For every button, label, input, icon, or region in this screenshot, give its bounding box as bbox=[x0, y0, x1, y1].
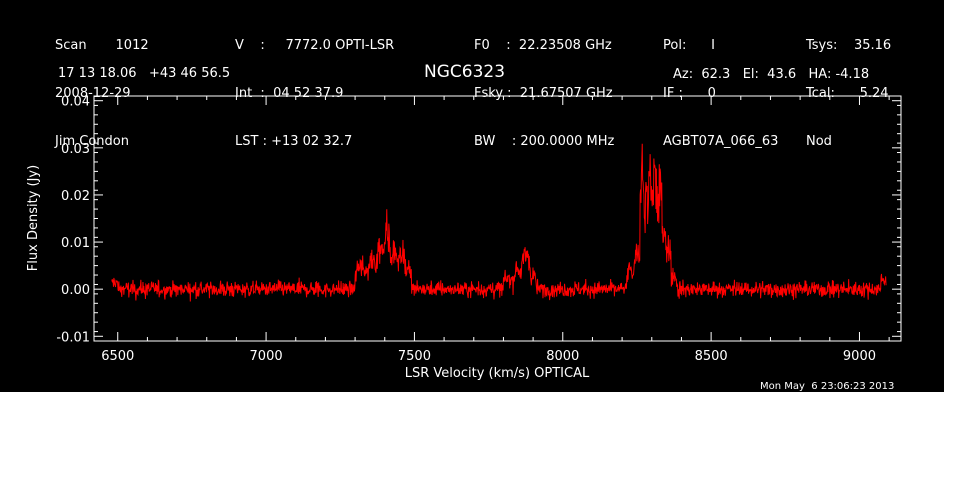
axis-ticks: 6500 7000 7500 8000 8500 9000 -0.01 0.00 0.01 0.0… bbox=[56, 95, 901, 364]
plot-frame bbox=[93, 95, 902, 342]
observer-name: Jim Condon bbox=[55, 134, 129, 149]
bandwidth: BW : 200.0000 MHz bbox=[474, 134, 615, 149]
header-col-velocity: V : 7772.0 OPTI-LSR Int : 04 52 37.9 LST… bbox=[235, 6, 394, 166]
header-col-frequency: F0 : 22.23508 GHz Fsky : 21.67507 GHz BW… bbox=[474, 6, 614, 166]
scan-number: Scan 1012 bbox=[55, 38, 149, 53]
project-id: AGBT07A_066_63 bbox=[663, 134, 779, 149]
header-col-tsys: Tsys: 35.16 Tcal: 5.24 Nod bbox=[806, 6, 891, 166]
plot-panel bbox=[0, 0, 944, 392]
y-tick-label: 0.03 bbox=[61, 142, 90, 157]
plot-timestamp: Mon May 6 23:06:23 2013 bbox=[760, 381, 895, 392]
x-tick-label: 8500 bbox=[695, 349, 728, 364]
y-tick-label: 0.01 bbox=[61, 236, 90, 251]
y-tick-label: 0.00 bbox=[61, 283, 90, 298]
y-tick-label: 0.04 bbox=[61, 95, 90, 110]
y-tick-label: -0.01 bbox=[56, 330, 90, 345]
sky-frequency: Fsky : 21.67507 GHz bbox=[474, 86, 613, 101]
x-axis-title: LSR Velocity (km/s) OPTICAL bbox=[405, 366, 590, 381]
y-tick-label: 0.02 bbox=[61, 189, 90, 204]
if-number: IF : 0 bbox=[663, 86, 716, 101]
tsys-readout: Tsys: 35.16 bbox=[806, 38, 892, 53]
integration-time: Int : 04 52 37.9 bbox=[235, 86, 344, 101]
x-tick-label: 6500 bbox=[101, 349, 134, 364]
x-tick-label: 7500 bbox=[398, 349, 431, 364]
x-tick-label: 9000 bbox=[843, 349, 876, 364]
tcal-readout: Tcal: 5.24 bbox=[806, 86, 889, 101]
polarization: Pol: I bbox=[663, 38, 715, 53]
header-col-polarization: Pol: I IF : 0 AGBT07A_066_63 bbox=[663, 6, 778, 166]
observation-date: 2008-12-29 bbox=[55, 86, 131, 101]
procedure-name: Nod bbox=[806, 134, 832, 149]
lst-readout: LST : +13 02 32.7 bbox=[235, 134, 353, 149]
y-axis-title: Flux Density (Jy) bbox=[26, 165, 41, 271]
pointing-readout: Az: 62.3 El: 43.6 HA: -4.18 bbox=[673, 67, 870, 82]
header-col-scan: Scan 1012 2008-12-29 Jim Condon bbox=[55, 6, 149, 166]
velocity-readout: V : 7772.0 OPTI-LSR bbox=[235, 38, 395, 53]
chart-title: NGC6323 bbox=[424, 62, 506, 82]
x-tick-label: 8000 bbox=[546, 349, 579, 364]
source-coordinates: 17 13 18.06 +43 46 56.5 bbox=[58, 66, 231, 81]
series-line bbox=[111, 143, 887, 302]
rest-frequency: F0 : 22.23508 GHz bbox=[474, 38, 612, 53]
x-tick-label: 7000 bbox=[250, 349, 283, 364]
